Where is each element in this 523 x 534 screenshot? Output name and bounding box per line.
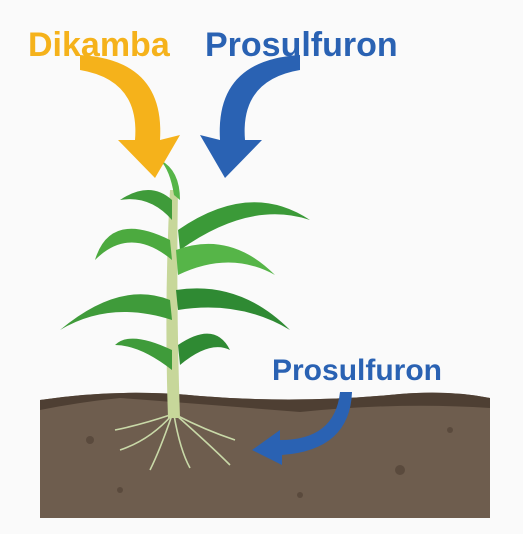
roots [114,414,236,471]
arrow-dikamba [80,55,180,178]
label: Dikamba [28,26,171,64]
arrow-prosulfuron-top [200,55,300,178]
label: Prosulfuron [205,26,398,64]
arrow-prosulfuron-soil [252,392,352,465]
label: Prosulfuron [272,354,442,387]
plant [60,160,310,418]
